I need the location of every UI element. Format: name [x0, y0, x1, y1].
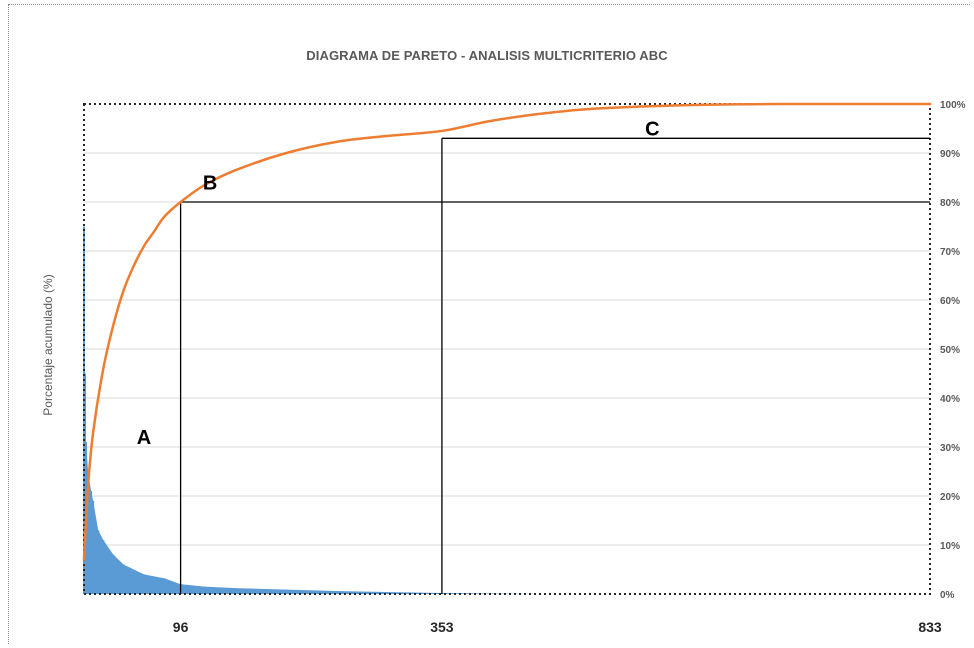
zone-label-a: A — [137, 427, 151, 449]
x-tick-label: 833 — [918, 619, 942, 635]
y-tick-label: 40% — [940, 394, 960, 405]
x-tick-label: 353 — [430, 619, 454, 635]
bar — [234, 588, 237, 594]
bar — [336, 591, 339, 594]
chart-title: DIAGRAMA DE PARETO - ANALISIS MULTICRITE… — [306, 48, 668, 63]
x-tick-label: 96 — [173, 619, 189, 635]
zone-lines — [179, 137, 930, 594]
line-layer — [82, 102, 932, 561]
labels-layer: 0% 10% 20% 30% 40% 50% 60% 70% 80% 90% 100% A B C 96 35… — [137, 100, 966, 635]
plot-area-border — [83, 103, 931, 595]
y-tick-label: 70% — [940, 247, 960, 258]
chart-frame — [8, 4, 970, 644]
grid-layer — [84, 152, 930, 546]
y-tick-label: 100% — [940, 100, 966, 111]
bar — [285, 589, 288, 594]
bar — [102, 540, 105, 594]
y-tick-label: 90% — [940, 149, 960, 160]
y-tick-label: 0% — [940, 590, 955, 601]
y-tick-label: 10% — [940, 541, 960, 552]
y-tick-label: 20% — [940, 492, 960, 503]
y-tick-label: 60% — [940, 296, 960, 307]
y-tick-label: 50% — [940, 345, 960, 356]
y-tick-label: 80% — [940, 198, 960, 209]
bar — [387, 592, 390, 594]
bar — [112, 554, 115, 594]
y-tick-label: 30% — [940, 443, 960, 454]
bar — [142, 574, 145, 594]
bar — [122, 564, 125, 594]
bar — [163, 578, 166, 594]
bar-series — [84, 226, 541, 594]
bar — [87, 471, 90, 594]
bar — [90, 491, 93, 594]
bar — [97, 530, 100, 594]
cumulative-line — [82, 102, 932, 561]
bar — [204, 586, 207, 594]
bars-layer — [83, 226, 541, 594]
zone-label-c: C — [645, 119, 659, 141]
bar — [92, 500, 95, 594]
bar — [84, 373, 87, 594]
zone-label-b: B — [203, 172, 217, 194]
